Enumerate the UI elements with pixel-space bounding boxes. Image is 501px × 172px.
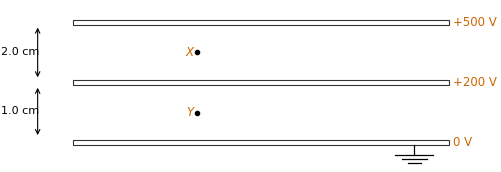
- Text: +500 V: +500 V: [452, 16, 496, 29]
- Text: 0 V: 0 V: [452, 136, 471, 149]
- Bar: [73, 80, 448, 85]
- Text: +200 V: +200 V: [452, 76, 496, 89]
- Bar: [73, 20, 448, 25]
- Text: 1.0 cm: 1.0 cm: [1, 106, 39, 116]
- Text: X: X: [185, 46, 193, 59]
- Text: 2.0 cm: 2.0 cm: [1, 47, 39, 57]
- Bar: [73, 140, 448, 145]
- Text: Y: Y: [186, 106, 193, 119]
